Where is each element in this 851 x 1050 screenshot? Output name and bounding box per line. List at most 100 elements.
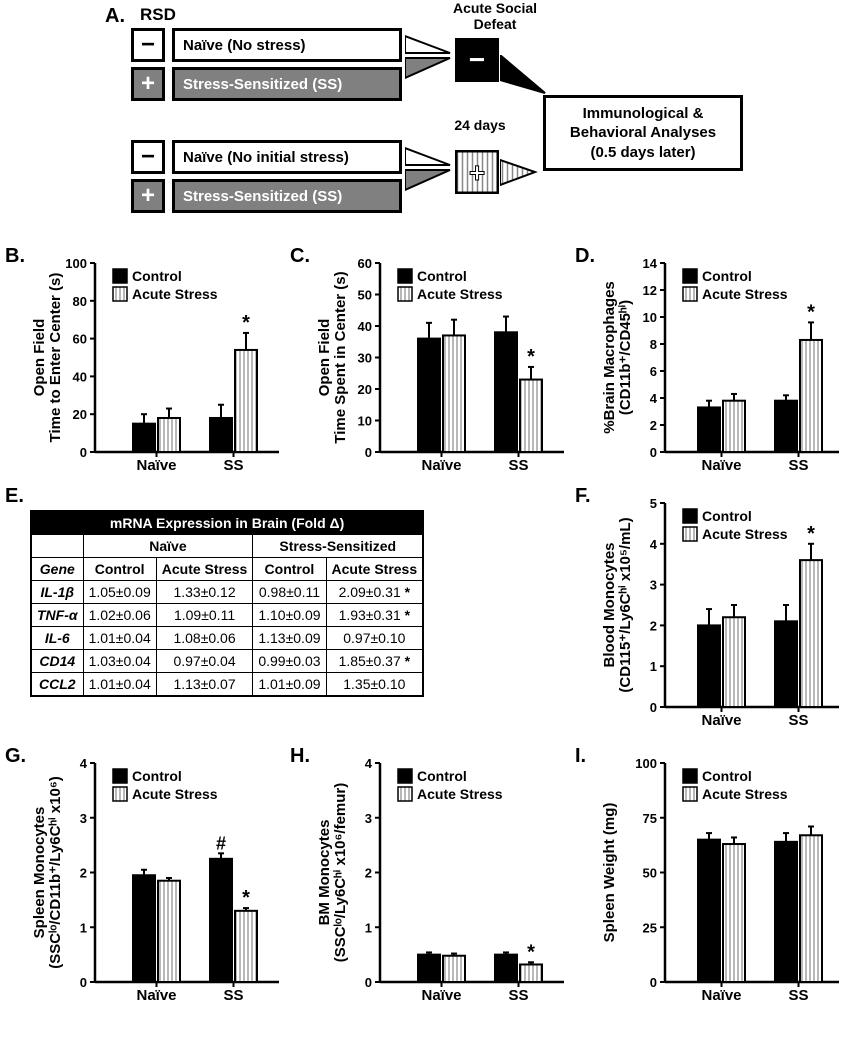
table-title: mRNA Expression in Brain (Fold Δ) (31, 511, 423, 535)
grp-naive: Naïve (83, 535, 253, 558)
sub-hdr-0: Control (83, 558, 156, 581)
minus-box-2: − (131, 140, 165, 174)
svg-text:%Brain Macrophages: %Brain Macrophages (601, 281, 618, 434)
svg-text:40: 40 (358, 319, 372, 334)
svg-text:*: * (807, 523, 815, 545)
svg-text:4: 4 (650, 391, 658, 406)
svg-text:30: 30 (358, 351, 372, 366)
svg-text:Acute Stress: Acute Stress (702, 286, 788, 302)
svg-text:Open Field: Open Field (31, 319, 48, 397)
panel-label-f: F. (575, 485, 591, 508)
svg-text:Naïve: Naïve (701, 457, 741, 474)
svg-text:SS: SS (788, 712, 808, 729)
svg-text:(CD11b⁺/CD45ʰⁱ): (CD11b⁺/CD45ʰⁱ) (617, 300, 634, 415)
sub-hdr-3: Acute Stress (326, 558, 423, 581)
svg-text:1: 1 (365, 920, 372, 935)
chart-h: 01234Naïve*SSBM Monocytes(SSCˡᵒ/Ly6Cʰⁱ x… (315, 755, 570, 1010)
svg-text:10: 10 (358, 414, 372, 429)
svg-text:(SSCˡᵒ/Ly6Cʰⁱ x10⁶/femur): (SSCˡᵒ/Ly6Cʰⁱ x10⁶/femur) (332, 783, 349, 963)
ss-box-2: Stress-Sensitized (SS) (172, 179, 402, 213)
svg-text:Control: Control (132, 768, 182, 784)
svg-text:0: 0 (80, 975, 87, 990)
svg-text:2: 2 (650, 618, 657, 633)
svg-text:Acute Stress: Acute Stress (132, 286, 218, 302)
svg-text:Spleen Weight (mg): Spleen Weight (mg) (601, 803, 618, 943)
svg-text:Spleen Monocytes: Spleen Monocytes (31, 807, 48, 939)
svg-text:1: 1 (80, 920, 87, 935)
svg-text:100: 100 (635, 756, 657, 771)
svg-text:#: # (216, 833, 226, 853)
panel-label-c: C. (290, 245, 310, 268)
svg-text:12: 12 (643, 283, 657, 298)
plus-box-2: + (131, 179, 165, 213)
grp-ss: Stress-Sensitized (253, 535, 423, 558)
triangles-group2 (405, 140, 455, 215)
svg-text:60: 60 (358, 256, 372, 271)
svg-text:60: 60 (73, 332, 87, 347)
svg-text:Naïve: Naïve (421, 457, 461, 474)
svg-text:Control: Control (417, 768, 467, 784)
sub-hdr-2: Control (253, 558, 326, 581)
svg-text:0: 0 (650, 700, 657, 715)
mrna-table: mRNA Expression in Brain (Fold Δ) Naïve … (30, 510, 424, 697)
svg-text:4: 4 (80, 756, 88, 771)
svg-text:*: * (242, 312, 250, 334)
svg-text:+: + (469, 157, 485, 188)
svg-text:25: 25 (643, 920, 657, 935)
chart-c: 0102030405060Naïve*SSOpen FieldTime Spen… (315, 255, 570, 480)
svg-text:20: 20 (73, 407, 87, 422)
svg-text:0: 0 (650, 445, 657, 460)
gene-hdr: Gene (31, 558, 83, 581)
svg-text:Acute Stress: Acute Stress (132, 786, 218, 802)
minus-box-1: − (131, 28, 165, 62)
svg-text:SS: SS (788, 457, 808, 474)
svg-text:4: 4 (650, 537, 658, 552)
svg-text:2: 2 (650, 418, 657, 433)
svg-text:2: 2 (365, 866, 372, 881)
table-row: IL-1β1.05±0.091.33±0.120.98±0.112.09±0.3… (31, 581, 423, 604)
chart-i: 0255075100NaïveSSSpleen Weight (mg)Contr… (600, 755, 845, 1010)
svg-text:Naïve: Naïve (136, 987, 176, 1004)
analyses-box: Immunological & Behavioral Analyses (0.5… (543, 95, 743, 171)
svg-text:Naïve: Naïve (701, 987, 741, 1004)
svg-text:*: * (527, 346, 535, 368)
svg-text:Open Field: Open Field (316, 319, 333, 397)
panel-label-g: G. (5, 745, 26, 768)
svg-text:8: 8 (650, 337, 657, 352)
panel-label-b: B. (5, 245, 25, 268)
svg-text:Control: Control (702, 508, 752, 524)
svg-text:Control: Control (702, 268, 752, 284)
svg-text:(SSCˡᵒ/CD11b⁺/Ly6Cʰⁱ x10⁶): (SSCˡᵒ/CD11b⁺/Ly6Cʰⁱ x10⁶) (47, 776, 64, 968)
svg-text:5: 5 (650, 496, 657, 511)
naive-box-2: Naïve (No initial stress) (172, 140, 402, 174)
svg-text:14: 14 (643, 256, 658, 271)
hatched-arrow (500, 155, 540, 195)
svg-text:20: 20 (358, 382, 372, 397)
panel-label-e: E. (5, 485, 24, 508)
svg-text:SS: SS (223, 457, 243, 474)
panel-label-a: A. (105, 5, 125, 28)
svg-text:2: 2 (80, 866, 87, 881)
svg-text:10: 10 (643, 310, 657, 325)
hatched-plus-box: + (455, 150, 499, 194)
svg-text:Naïve: Naïve (701, 712, 741, 729)
triangles-group1 (405, 28, 455, 103)
svg-text:6: 6 (650, 364, 657, 379)
svg-text:Acute Stress: Acute Stress (417, 286, 503, 302)
svg-text:Naïve: Naïve (136, 457, 176, 474)
svg-text:3: 3 (365, 811, 372, 826)
svg-text:80: 80 (73, 294, 87, 309)
table-row: CCL21.01±0.041.13±0.071.01±0.091.35±0.10 (31, 673, 423, 697)
svg-text:Acute Stress: Acute Stress (702, 526, 788, 542)
svg-text:Control: Control (417, 268, 467, 284)
sub-hdr-1: Acute Stress (156, 558, 253, 581)
svg-text:*: * (242, 887, 250, 909)
svg-text:Time to Enter Center (s): Time to Enter Center (s) (47, 273, 64, 443)
chart-d: 02468101214Naïve*SS%Brain Macrophages(CD… (600, 255, 845, 480)
svg-text:3: 3 (650, 578, 657, 593)
svg-text:1: 1 (650, 659, 657, 674)
svg-text:75: 75 (643, 811, 657, 826)
rsd-label: RSD (140, 5, 176, 25)
svg-text:Control: Control (132, 268, 182, 284)
svg-text:50: 50 (643, 866, 657, 881)
